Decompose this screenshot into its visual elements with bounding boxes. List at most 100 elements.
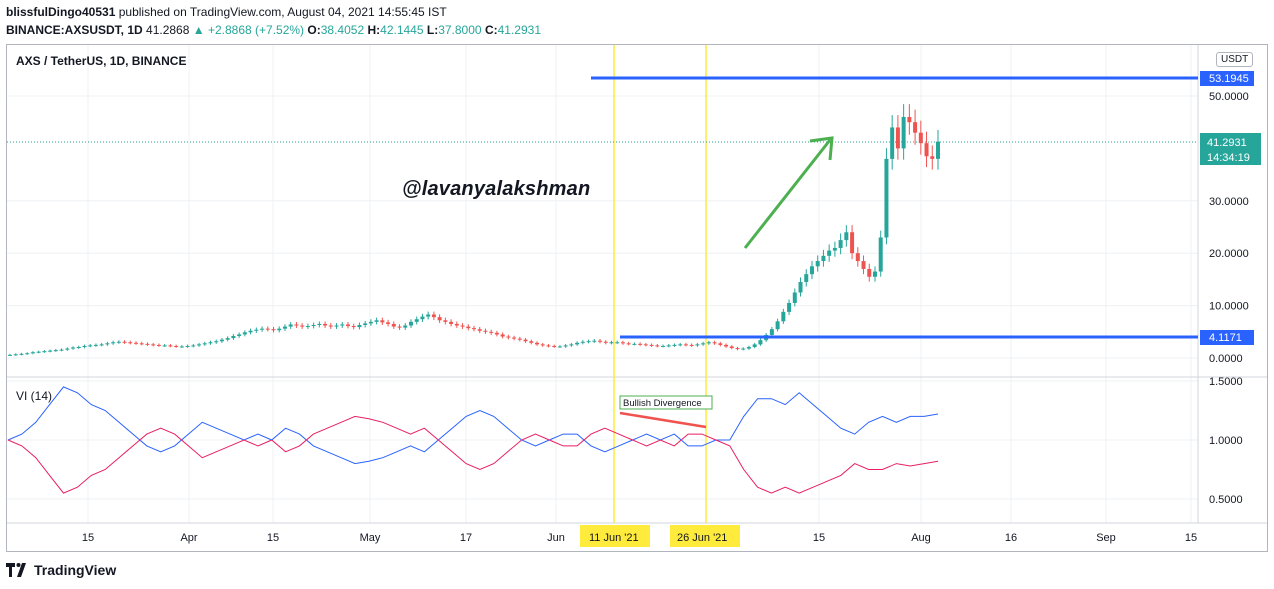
time-tick-label: Jun <box>547 532 565 544</box>
candle-body <box>701 343 706 345</box>
open-label: O: <box>307 23 321 37</box>
divergence-label: Bullish Divergence <box>623 398 702 409</box>
candle-body <box>53 350 58 352</box>
candle-body <box>809 266 814 275</box>
vi-tick-label: 1.0000 <box>1209 435 1243 447</box>
candle-body <box>666 345 671 347</box>
candle-body <box>168 345 173 347</box>
candle-body <box>735 348 740 350</box>
candle-body <box>552 345 557 347</box>
candle-body <box>431 314 436 318</box>
low-value: 37.8000 <box>438 23 482 37</box>
candle-body <box>82 345 87 347</box>
candle-body <box>712 342 717 344</box>
candle-body <box>260 328 265 330</box>
currency-button[interactable]: USDT <box>1216 52 1254 67</box>
candle-body <box>506 336 511 338</box>
candle-body <box>134 342 139 344</box>
time-tick-label: 15 <box>267 532 279 544</box>
candle-body <box>850 232 855 254</box>
candle-body <box>254 329 259 331</box>
indicator-label[interactable]: VI (14) <box>16 389 53 403</box>
candles-group <box>8 104 940 356</box>
candle-body <box>397 326 402 328</box>
candle-body <box>855 253 860 262</box>
candle-body <box>443 320 448 322</box>
publish-text: published on TradingView.com, August 04,… <box>118 5 447 19</box>
candle-body <box>775 321 780 330</box>
candle-body <box>231 335 236 339</box>
candle-body <box>71 347 76 349</box>
candle-body <box>598 340 603 342</box>
divergence-line[interactable] <box>619 411 707 429</box>
candle-body <box>752 344 757 347</box>
trend-arrow[interactable] <box>743 139 832 249</box>
time-tick-label: 16 <box>1005 532 1017 544</box>
price-tick-label: 0.0000 <box>1209 353 1243 365</box>
divergence-label-box <box>619 395 713 410</box>
candle-body <box>145 343 150 345</box>
candle-body <box>317 323 322 325</box>
price-tick-label: 30.0000 <box>1209 196 1249 208</box>
candle-body <box>48 350 53 352</box>
candle-body <box>804 274 809 283</box>
candle-body <box>36 351 41 353</box>
candle-body <box>626 343 631 345</box>
candle-body <box>781 311 786 322</box>
tradingview-logo[interactable]: TradingView <box>6 562 116 578</box>
candle-body <box>185 345 190 347</box>
candle-body <box>901 116 906 149</box>
vi-plus-line <box>7 386 939 465</box>
close-label: C: <box>484 23 498 37</box>
candle-body <box>924 143 929 157</box>
candle-body <box>580 341 585 343</box>
candle-body <box>156 344 161 346</box>
candle-body <box>426 314 431 317</box>
candle-body <box>500 334 505 337</box>
candle-body <box>792 292 797 303</box>
candle-body <box>821 255 826 262</box>
candle-body <box>638 343 643 345</box>
candle-body <box>116 341 121 343</box>
countdown-value: 14:34:19 <box>1207 152 1250 164</box>
candle-body <box>729 346 734 349</box>
trend-arrow-head <box>809 136 834 161</box>
time-tick-label: Aug <box>911 532 931 544</box>
candle-body <box>523 339 528 342</box>
candle-body <box>615 342 620 344</box>
candle-body <box>111 342 116 344</box>
price-tick-label: 50.0000 <box>1209 91 1249 103</box>
publish-line: blissfulDingo40531 published on TradingV… <box>6 5 447 19</box>
close-value: 41.2931 <box>497 23 541 37</box>
candle-body <box>122 341 127 343</box>
candle-body <box>351 326 356 328</box>
candle-body <box>208 342 213 344</box>
candle-body <box>512 337 517 339</box>
candle-body <box>689 344 694 346</box>
candle-body <box>99 344 104 346</box>
time-tick-label: 15 <box>813 532 825 544</box>
candle-body <box>334 325 339 327</box>
candle-body <box>225 338 230 340</box>
candle-body <box>517 338 522 340</box>
candle-body <box>529 341 534 343</box>
candle-body <box>65 348 70 350</box>
candle-body <box>380 320 385 323</box>
ohlc-line: BINANCE:AXSUSDT, 1D 41.2868 ▲ +2.8868 (+… <box>6 23 541 37</box>
low-label: L: <box>426 23 439 37</box>
time-tick-label: May <box>360 532 381 544</box>
candle-body <box>477 329 482 331</box>
candle-body <box>655 345 660 347</box>
vline2-badge <box>670 525 740 547</box>
brand-name: TradingView <box>34 562 117 578</box>
resistance-badge <box>1200 71 1254 86</box>
candle-body <box>162 345 167 347</box>
candle-body <box>282 326 287 329</box>
candle-body <box>139 343 144 345</box>
candle-body <box>294 324 299 326</box>
candle-body <box>832 247 837 251</box>
time-tick-label: 15 <box>1185 532 1197 544</box>
candle-body <box>42 351 47 353</box>
candle-body <box>535 342 540 345</box>
